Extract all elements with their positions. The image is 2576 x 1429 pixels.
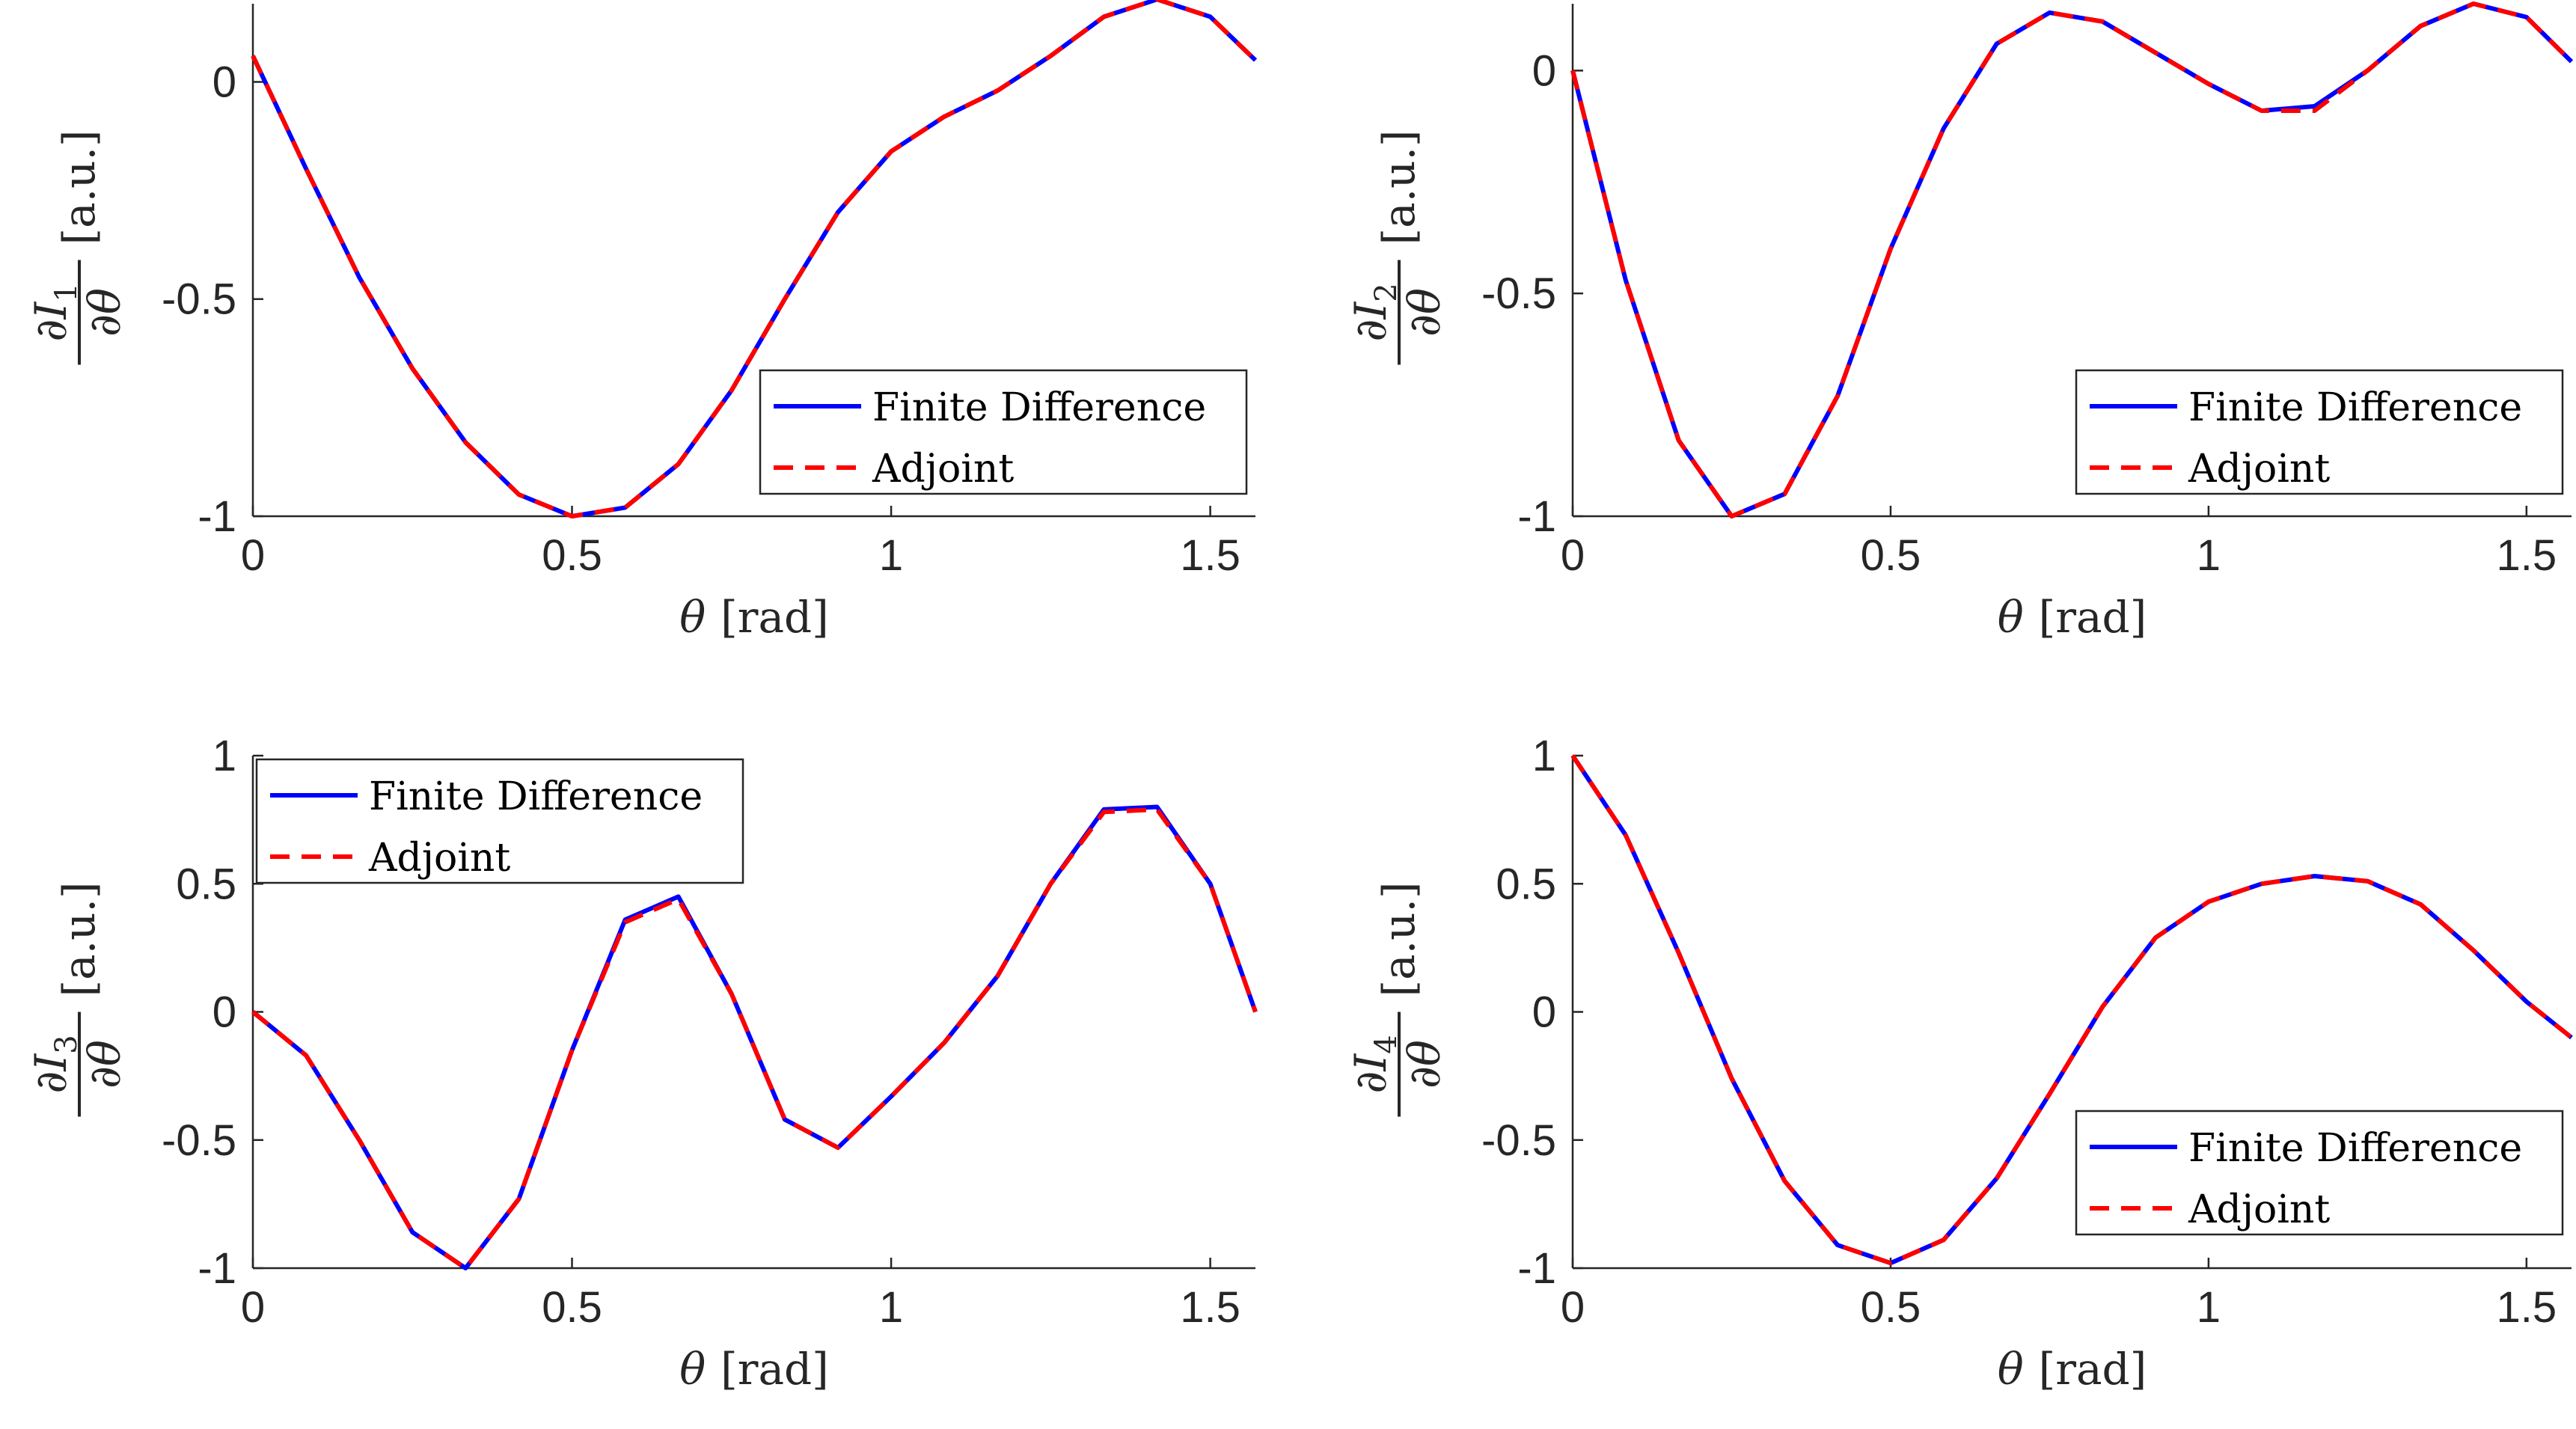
y-label-denominator: ∂θ [1399,1040,1450,1089]
y-label-unit: [a.u.] [1374,881,1425,997]
y-label-partial: ∂I [25,302,76,342]
x-tick-label: 0 [1561,531,1585,580]
y-label-denominator-symbol: ∂θ [79,288,130,337]
x-tick-label: 1.5 [1180,531,1240,580]
y-tick-label: -1 [198,1244,236,1293]
y-axis-label: ∂I4∂θ [a.u.] [1345,881,1450,1117]
chart-panel-4: 0 0.5 1 1.5 -1 -0.5 0 0.5 1 θ [rad] ∂I4∂θ [a.u.] Fini… [1345,732,2573,1395]
x-tick-label: 0 [241,1283,265,1332]
x-axis-unit: [rad] [721,592,829,643]
y-tick-label: 0.5 [1496,860,1556,908]
x-axis-unit: [rad] [2039,1344,2147,1395]
y-label-partial: ∂I [1345,1053,1396,1094]
x-axis-symbol: θ [1998,592,2024,643]
y-tick-label: -1 [1517,1244,1556,1293]
legend: Finite Difference Adjoint [2075,1110,2564,1236]
x-tick-label: 0.5 [1861,1283,1921,1332]
x-tick-label: 1 [879,531,903,580]
y-label-unit: [a.u.] [54,129,105,245]
y-tick-label: 0.5 [176,860,236,908]
y-label-numerator: ∂I4 [1345,1035,1404,1093]
x-axis-label: θ [rad] [679,592,829,643]
legend-entry: Adjoint [872,447,1014,492]
x-axis-label: θ [rad] [1998,1344,2147,1395]
y-label-denominator-symbol: ∂θ [79,1040,130,1089]
y-label-partial: ∂I [1345,302,1396,342]
legend-entry: Finite Difference [2188,385,2522,430]
legend-box [2075,369,2564,495]
y-axis-label: ∂I1∂θ [a.u.] [25,129,130,365]
x-tick-label: 0 [1561,1283,1585,1332]
legend-entry: Adjoint [2188,1187,2330,1232]
y-label-denominator: ∂θ [1399,288,1450,337]
x-axis-symbol: θ [679,1344,706,1395]
series-line-finite-difference [251,0,1258,518]
y-tick-label: 0 [212,988,236,1037]
legend: Finite Difference Adjoint [2075,369,2564,495]
y-tick-label: -0.5 [1481,1116,1556,1165]
y-label-denominator-symbol: ∂θ [1399,288,1450,337]
x-tick-label: 1.5 [1180,1283,1240,1332]
y-tick-label: 0 [1532,988,1556,1037]
y-tick-label: 0 [1532,46,1556,95]
legend-entry: Finite Difference [2188,1126,2522,1171]
y-tick-label: -1 [198,492,236,541]
legend: Finite Difference Adjoint [255,758,744,884]
y-label-unit: [a.u.] [54,881,105,997]
legend-entry: Finite Difference [369,774,703,819]
x-axis-label: θ [rad] [1998,592,2147,643]
y-label-numerator: ∂I1 [25,283,84,341]
y-tick-label: 0 [212,58,236,106]
x-axis-unit: [rad] [721,1344,829,1395]
series-line-adjoint [1570,1,2574,518]
x-tick-label: 0.5 [1861,531,1921,580]
y-label-numerator: ∂I3 [25,1035,84,1093]
y-tick-label: 1 [212,732,236,780]
y-label-denominator: ∂θ [79,1040,130,1089]
x-tick-label: 0.5 [542,531,602,580]
legend-box [2075,1110,2564,1236]
y-tick-label: -0.5 [1481,269,1556,318]
y-tick-label: -0.5 [162,275,236,324]
y-tick-label: -0.5 [162,1116,236,1165]
y-label-numerator: ∂I2 [1345,283,1404,341]
legend-box [759,369,1248,495]
x-tick-label: 0.5 [542,1283,602,1332]
chart-panel-1: 0 0.5 1 1.5 -1 -0.5 0 θ [rad] ∂I1∂θ [a.u.] Finite D… [25,0,1258,643]
x-tick-label: 1 [879,1283,903,1332]
y-label-denominator: ∂θ [79,288,130,337]
y-axis-label: ∂I2∂θ [a.u.] [1345,129,1450,365]
chart-panel-3: 0 0.5 1 1.5 -1 -0.5 0 0.5 1 θ [rad] ∂I3∂θ [a.u.] Fini… [25,732,1258,1395]
legend-box [255,758,744,884]
series-line-adjoint [251,807,1258,1270]
series-line-adjoint [1570,754,2573,1266]
x-tick-label: 0 [241,531,265,580]
x-axis-unit: [rad] [2039,592,2147,643]
y-tick-label: -1 [1517,492,1556,541]
x-tick-label: 1.5 [2497,1283,2557,1332]
y-label-partial: ∂I [25,1053,76,1094]
y-label-denominator-symbol: ∂θ [1399,1040,1450,1089]
y-tick-label: 1 [1532,732,1556,780]
x-axis-symbol: θ [679,592,706,643]
x-axis-symbol: θ [1998,1344,2024,1395]
legend: Finite Difference Adjoint [759,369,1248,495]
x-tick-label: 1.5 [2497,531,2557,580]
legend-entry: Finite Difference [872,385,1206,430]
legend-entry: Adjoint [2188,447,2330,492]
chart-panel-2: 0 0.5 1 1.5 -1 -0.5 0 θ [rad] ∂I2∂θ [a.u.] Finite D… [1345,1,2574,643]
x-tick-label: 1 [2197,1283,2221,1332]
legend-entry: Adjoint [368,836,510,881]
x-tick-label: 1 [2197,531,2221,580]
y-axis-label: ∂I3∂θ [a.u.] [25,881,130,1117]
x-axis-label: θ [rad] [679,1344,829,1395]
y-label-unit: [a.u.] [1374,129,1425,245]
